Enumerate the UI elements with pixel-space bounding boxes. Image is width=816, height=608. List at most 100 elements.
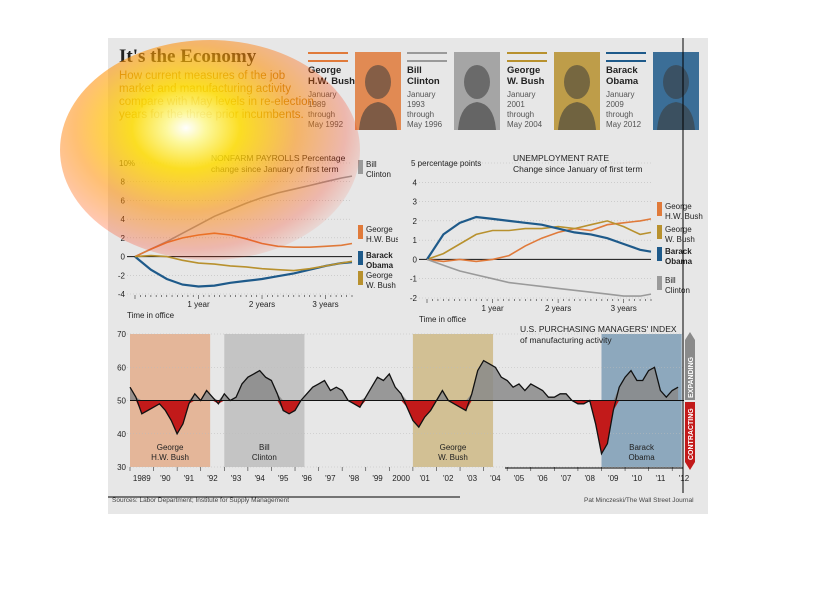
x-tick-label: 1989 <box>133 474 151 483</box>
legend-swatch-wbush <box>358 271 363 285</box>
series-label-line: George <box>366 271 393 280</box>
x-tick-label: '08 <box>584 474 595 483</box>
legend-swatch-wbush <box>657 225 662 239</box>
series-label-line: George <box>665 202 692 211</box>
series-label-line: H.W. Bush <box>366 235 398 244</box>
series-label-obama: Barack Obama <box>665 247 693 266</box>
x-tick-label: '06 <box>537 474 548 483</box>
term-date-line: May 2012 <box>606 120 642 129</box>
legend-swatch-clinton <box>657 276 662 290</box>
x-tick-label: '91 <box>184 474 195 483</box>
term-label-line: W. Bush <box>438 453 468 462</box>
term-label-clinton: Bill Clinton <box>252 443 277 462</box>
series-label-line: Bill <box>665 276 676 285</box>
president-portrait <box>454 52 500 130</box>
series-label-clinton: Bill Clinton <box>665 276 690 295</box>
y-tick-label: 4 <box>413 178 418 187</box>
president-portrait <box>355 52 401 130</box>
president-term-dates: January 2009 through May 2012 <box>606 90 641 130</box>
series-label-line: W. Bush <box>665 235 695 244</box>
series-label-line: Barack <box>366 251 393 260</box>
x-tick-label: 1 year <box>187 300 210 309</box>
legend-swatch-hwbush <box>657 202 662 216</box>
x-axis-label: Time in office <box>419 315 467 323</box>
x-tick-label: 2 years <box>545 304 571 313</box>
x-axis-label: Time in office <box>127 311 175 320</box>
x-tick-label: '04 <box>490 474 501 483</box>
series-label-line: George <box>366 225 393 234</box>
series-label-line: Bill <box>366 160 377 169</box>
x-tick-label: '02 <box>443 474 454 483</box>
y-unit-label: 5 percentage points <box>411 159 481 168</box>
term-label-hwbush: George H.W. Bush <box>151 443 189 462</box>
term-label-line: George <box>440 443 467 452</box>
series-line-clinton <box>426 258 652 297</box>
president-name-line2: W. Bush <box>507 76 545 87</box>
president-name-line2: Obama <box>606 76 639 87</box>
x-tick-label: '94 <box>254 474 265 483</box>
president-portrait <box>554 52 600 130</box>
x-tick-label: '98 <box>349 474 360 483</box>
term-date-line: May 1996 <box>407 120 443 129</box>
term-date-line: 2001 <box>507 100 525 109</box>
term-date-line: January <box>507 90 536 99</box>
term-label-line: Bill <box>259 443 270 452</box>
legend-swatch-clinton <box>358 160 363 174</box>
president-name-line2: Clinton <box>407 76 440 87</box>
y-tick-label: 2 <box>413 217 418 226</box>
legend-swatch-hwbush <box>358 225 363 239</box>
term-label-line: Clinton <box>252 453 277 462</box>
president-name: George W. Bush <box>507 65 544 87</box>
x-tick-label: '03 <box>467 474 478 483</box>
x-tick-label: '07 <box>561 474 572 483</box>
source-note: Sources: Labor Department; Institute for… <box>112 497 290 504</box>
chart-title-line: of manufacturing activity <box>520 335 612 345</box>
series-label-line: Clinton <box>665 286 690 295</box>
x-tick-label: '99 <box>372 474 383 483</box>
series-label-line: W. Bush <box>366 281 396 290</box>
president-term-dates: January 1993 through May 1996 <box>407 90 442 130</box>
series-line-wbush <box>426 220 652 261</box>
y-tick-label: 40 <box>117 430 126 439</box>
term-label-line: Obama <box>628 453 655 462</box>
expanding-arrow <box>685 332 695 340</box>
y-tick-label: 70 <box>117 330 126 339</box>
x-tick-label: '11 <box>656 474 666 483</box>
president-color-swatch <box>407 52 447 62</box>
y-tick-label: -2 <box>410 294 418 303</box>
term-date-line: through <box>606 110 634 119</box>
term-label-obama: Barack Obama <box>628 443 655 462</box>
pmi-expanding-area <box>130 360 679 401</box>
series-label-clinton: Bill Clinton <box>366 160 391 179</box>
chart-title: U.S. PURCHASING MANAGERS' INDEX of manufa… <box>520 324 677 345</box>
y-tick-label: 1 <box>413 236 418 245</box>
series-label-line: Barack <box>665 247 692 256</box>
pmi-contracting-area <box>130 400 679 454</box>
chart-title-line: Change since January of first term <box>513 164 642 174</box>
series-label-wbush: George W. Bush <box>366 271 396 290</box>
series-label-line: Obama <box>665 257 693 266</box>
x-tick-label: '05 <box>514 474 525 483</box>
credit-note: Pat Minczeski/The Wall Street Journal <box>584 497 694 504</box>
x-tick-label: 2000 <box>392 474 410 483</box>
y-tick-label: 3 <box>413 198 418 207</box>
y-tick-label: -2 <box>118 271 126 280</box>
y-tick-label: -4 <box>118 290 126 299</box>
series-label-obama: Barack Obama <box>366 251 394 270</box>
term-date-line: January <box>407 90 436 99</box>
x-tick-label: '96 <box>302 474 313 483</box>
contracting-label: CONTRACTING <box>688 408 695 460</box>
president-color-swatch <box>507 52 547 62</box>
unemployment-chart: -2 -1 0 1 2 3 4 5 percentage points UNEMPLOYMENT… <box>410 153 703 323</box>
x-tick-label: '95 <box>278 474 289 483</box>
term-label-wbush: George W. Bush <box>438 443 468 462</box>
expanding-label: EXPANDING <box>688 356 695 398</box>
president-name-line1: Barack <box>606 65 638 76</box>
president-name: Bill Clinton <box>407 65 440 87</box>
x-tick-label: 3 years <box>312 300 338 309</box>
y-tick-label: 30 <box>117 463 126 472</box>
x-tick-label: 2 years <box>249 300 275 309</box>
series-label-line: H.W. Bush <box>665 212 703 221</box>
